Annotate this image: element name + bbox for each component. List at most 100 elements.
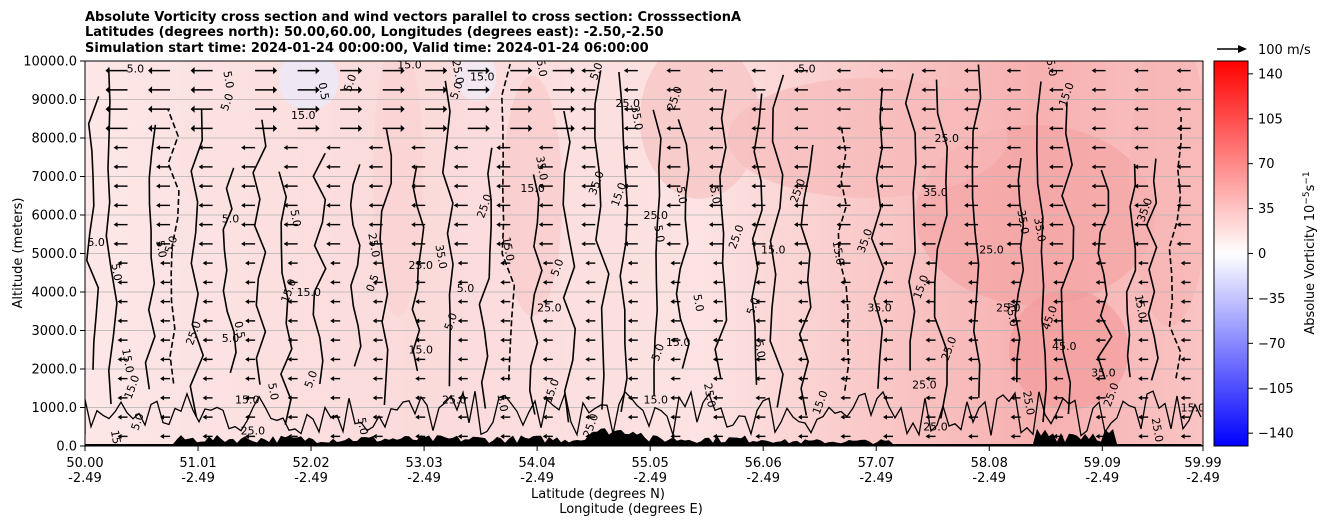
wind-vector-head [670, 376, 675, 382]
wind-vector-head [496, 241, 501, 247]
colorbar-label: Absolue Vorticity 10−5s−1 [1302, 171, 1318, 334]
wind-vector-head [925, 376, 930, 382]
wind-vector-head [283, 222, 288, 228]
wind-vector-head [330, 318, 335, 324]
wind-vector-head [883, 260, 888, 266]
colorbar-label-exp2: −1 [1302, 171, 1312, 184]
wind-vector-head [585, 299, 590, 305]
contour-label: 15.0 [666, 336, 691, 349]
wind-vector-head [1138, 318, 1143, 324]
contour-label: 45.0 [1052, 340, 1077, 353]
wind-vector-head [623, 164, 628, 170]
wind-vector-head [241, 183, 246, 189]
wind-vector-head [925, 414, 930, 420]
wind-vector-head [968, 318, 973, 324]
wind-vector-head [1180, 356, 1185, 362]
wind-vector-head [712, 414, 717, 420]
wind-vector-head [883, 376, 888, 382]
wind-vector-head [921, 241, 926, 247]
colorbar-tick-label: −70 [1258, 337, 1285, 352]
wind-vector-head [457, 356, 462, 362]
wind-vector-head [75, 357, 79, 362]
vorticity-patch [179, 97, 260, 218]
contour-label: 5.0 [707, 185, 723, 204]
contour-label: 5.0 [651, 224, 667, 243]
wind-vector-head [581, 87, 586, 93]
wind-vector-head [160, 356, 165, 362]
wind-vector-head [330, 299, 335, 305]
wind-vector-head [1091, 222, 1096, 228]
wind-vector-head [793, 68, 798, 74]
wind-vector-head [1176, 222, 1181, 228]
contour-label: 5.0 [302, 369, 320, 390]
wind-vector-head [708, 145, 713, 151]
wind-vector-head [883, 299, 888, 305]
wind-vector-head [198, 202, 203, 208]
contour-label: 25.0 [537, 301, 562, 314]
wind-vector-head [581, 222, 586, 228]
wind-vector-head [755, 356, 760, 362]
contour-line [1060, 102, 1075, 415]
wind-vector-head [485, 86, 490, 94]
wind-vector-head [585, 376, 590, 382]
x-axis-label-longitude: Longitude (degrees E) [559, 502, 703, 517]
wind-vector-head [330, 356, 335, 362]
wind-vector-head [797, 279, 802, 285]
wind-vector-head [581, 125, 586, 131]
wind-vector-head [457, 260, 462, 266]
wind-vector-head [326, 202, 331, 208]
wind-vector-head [542, 376, 547, 382]
wind-vector-head [1176, 125, 1181, 131]
wind-vector-head [202, 395, 207, 401]
wind-vector-head [793, 202, 798, 208]
wind-vector-head [883, 279, 888, 285]
contour-line [500, 63, 516, 381]
wind-vector-head [453, 202, 458, 208]
wind-vector-head [287, 376, 292, 382]
colorbar-tick-label: −105 [1258, 382, 1294, 397]
wind-vector-head [797, 318, 802, 324]
wind-vector-head [315, 67, 320, 75]
colorbar-tick-label: 0 [1258, 247, 1266, 262]
wind-vector-head [925, 260, 930, 266]
contour-label: 15.0 [291, 109, 316, 122]
wind-vector-head [793, 222, 798, 228]
wind-vector-head [411, 241, 416, 247]
wind-vector-head [836, 68, 841, 74]
wind-vector-head [751, 87, 756, 93]
y-tick-label: 1000.0 [32, 401, 78, 416]
wind-vector-head [117, 376, 122, 382]
wind-vector-head [190, 86, 195, 94]
contour-line [1014, 157, 1025, 383]
wind-vector-head [1006, 183, 1011, 189]
wind-vector-head [245, 395, 250, 401]
wind-vector-head [670, 260, 675, 266]
contour-label: 25.0 [241, 424, 266, 437]
contour-label: 0.5 [316, 81, 332, 100]
contour-label: 15.0 [470, 70, 495, 83]
wind-vector-head [1176, 183, 1181, 189]
wind-vector-head [879, 183, 884, 189]
wind-vector-head [411, 202, 416, 208]
wind-vector-head [457, 318, 462, 324]
wind-vector-head [968, 433, 973, 439]
wind-vector-head [245, 356, 250, 362]
wind-vector-head [117, 260, 122, 266]
contour-line [1145, 158, 1159, 381]
wind-vector-head [670, 414, 675, 420]
wind-vector-head [1138, 356, 1143, 362]
wind-vector-head [712, 279, 717, 285]
wind-vector-head [1006, 68, 1011, 74]
wind-vector-head [797, 376, 802, 382]
y-tick-label: 2000.0 [32, 363, 78, 378]
y-tick-label: 10000.0 [23, 55, 77, 70]
wind-vector-head [964, 164, 969, 170]
wind-vector-head [751, 164, 756, 170]
wind-vector-head [113, 164, 118, 170]
wind-vector-head [538, 145, 543, 151]
wind-vector-head [117, 299, 122, 305]
wind-vector-head [415, 356, 420, 362]
wind-vector-head [198, 183, 203, 189]
wind-vector-head [666, 125, 671, 131]
wind-vector-head [1010, 318, 1015, 324]
